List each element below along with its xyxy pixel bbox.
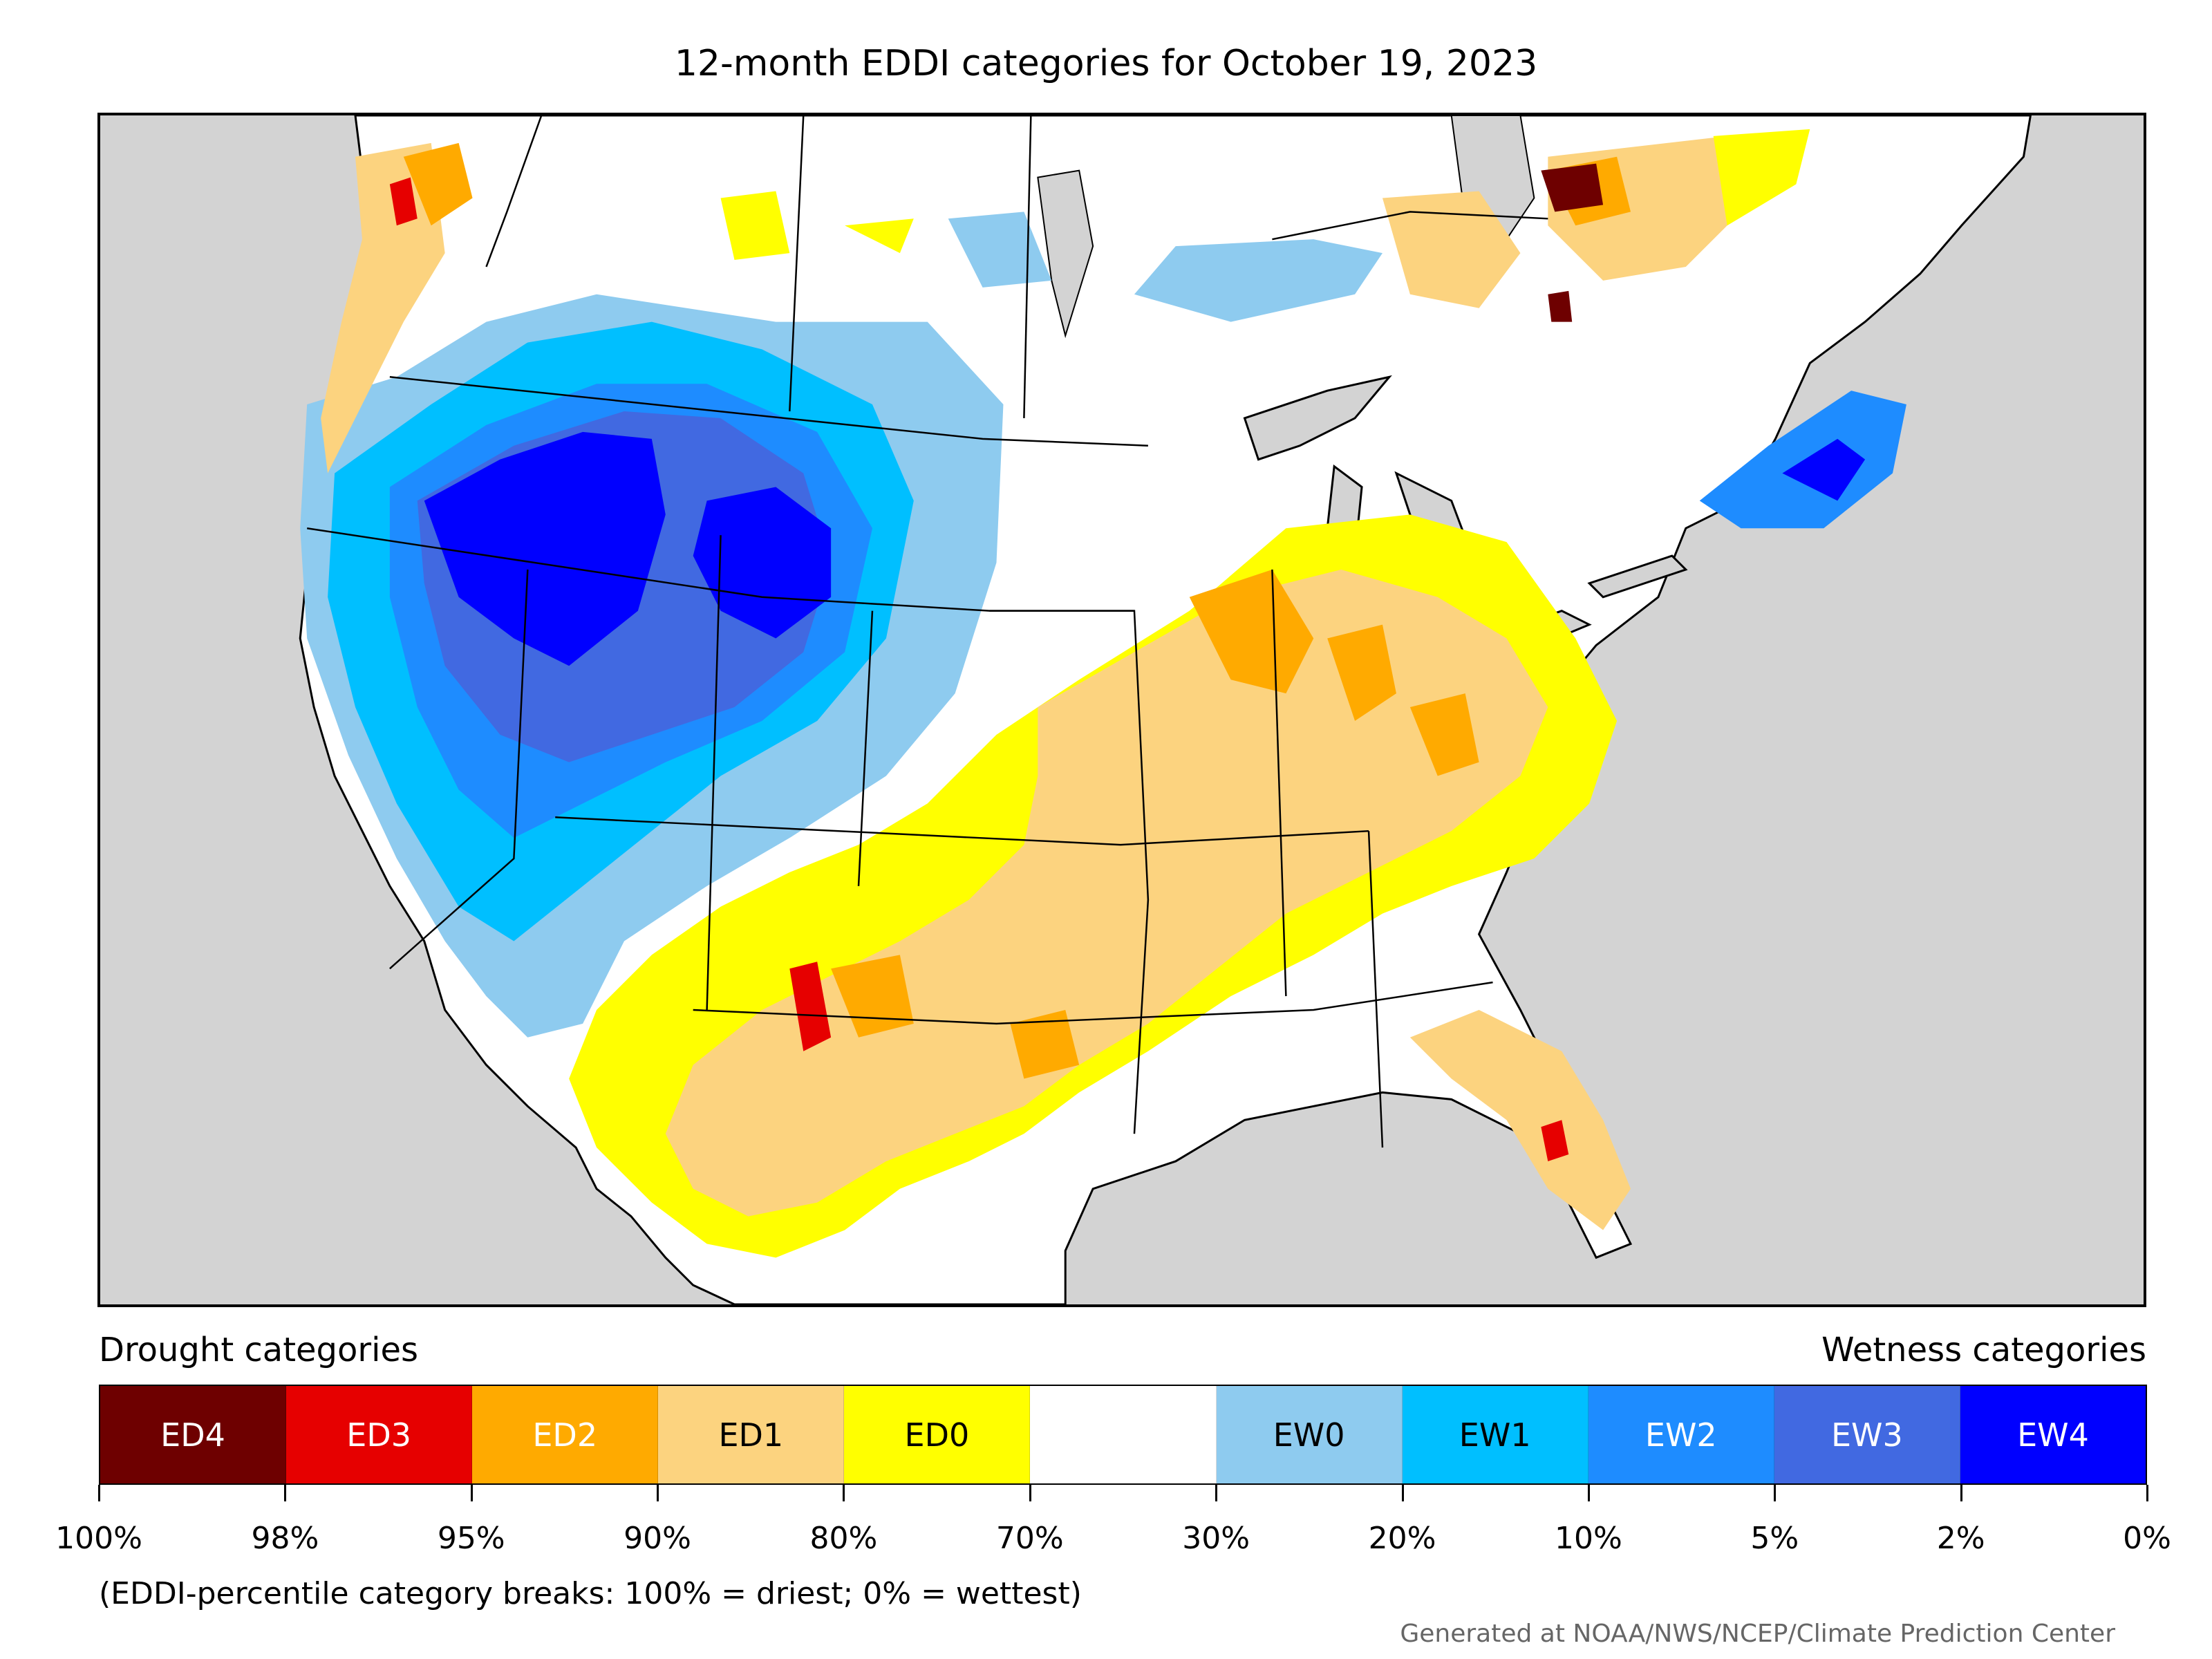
ed1-central (665, 569, 1548, 1217)
colorbar-cell-ed2: ED2 (472, 1386, 659, 1483)
state-boundaries (307, 115, 1548, 1148)
ed4-patches (1541, 163, 1604, 322)
colorbar-tick (2146, 1485, 2148, 1501)
colorbar-cell-normal (1030, 1386, 1217, 1483)
colorbar-cell-ew2: EW2 (1588, 1386, 1774, 1483)
colorbar-tick (98, 1485, 100, 1501)
colorbar-tick-label: 98% (251, 1521, 319, 1556)
wetness-categories-heading: Wetness categories (1821, 1331, 2146, 1369)
colorbar-ticks: 100% 98% 95% 90% 80% 70% 30% 20% 10% 5% 2% 0% (55, 1485, 2171, 1556)
category-breaks-note: (EDDI-percentile category breaks: 100% =… (99, 1576, 1082, 1611)
colorbar-tick-label: 100% (55, 1521, 142, 1556)
colorbar-cell-ew1: EW1 (1402, 1386, 1588, 1483)
colorbar-tick-label: 5% (1750, 1521, 1799, 1556)
map-title: 12-month EDDI categories for October 19,… (674, 43, 1538, 84)
colorbar-tick-label: 70% (995, 1521, 1064, 1556)
colorbar-cell-ed1: ED1 (658, 1386, 845, 1483)
colorbar-tick-label: 90% (624, 1521, 691, 1556)
colorbar-tick-label: 30% (1182, 1521, 1250, 1556)
colorbar-tick (470, 1485, 473, 1501)
colorbar-tick-label: 0% (2123, 1521, 2171, 1556)
colorbar-tick (843, 1485, 845, 1501)
colorbar-tick-label: 95% (437, 1521, 505, 1556)
colorbar-tick (1960, 1485, 1962, 1501)
colorbar-cell-ed0: ED0 (844, 1386, 1031, 1483)
colorbar-tick-label: 80% (809, 1521, 878, 1556)
ed1-west-coast (321, 142, 445, 474)
colorbar-cell-ew0: EW0 (1216, 1386, 1403, 1483)
colorbar-tick (1215, 1485, 1218, 1501)
colorbar-tick (1774, 1485, 1777, 1501)
category-colorbar: ED4 ED3 ED2 ED1 ED0 EW0 EW1 EW2 EW3 EW4 (99, 1385, 2147, 1485)
colorbar-tick (657, 1485, 659, 1501)
credit-line: Generated at NOAA/NWS/NCEP/Climate Predi… (1400, 1620, 2115, 1648)
colorbar-tick (1587, 1485, 1590, 1501)
lake-winnipeg (1037, 169, 1094, 339)
ew0-canada (948, 212, 1382, 322)
colorbar-tick-label: 20% (1368, 1521, 1436, 1556)
colorbar-cell-ew4: EW4 (1960, 1386, 2146, 1483)
colorbar-tick (1029, 1485, 1031, 1501)
colorbar-cell-ed3: ED3 (286, 1386, 473, 1483)
colorbar-cell-ew3: EW3 (1774, 1386, 1960, 1483)
colorbar-cell-ed4: ED4 (100, 1386, 287, 1483)
colorbar-tick-label: 2% (1936, 1521, 1985, 1556)
colorbar-tick (284, 1485, 287, 1501)
eddi-map (97, 113, 2146, 1307)
colorbar-tick (1401, 1485, 1404, 1501)
drought-categories-heading: Drought categories (99, 1331, 418, 1369)
ew2-northeast (1699, 391, 1906, 529)
colorbar-tick-label: 10% (1555, 1521, 1622, 1556)
map-canvas (299, 115, 2032, 1304)
ew4-northeast (1782, 438, 1866, 501)
ed1-southeast (1409, 1009, 1631, 1230)
